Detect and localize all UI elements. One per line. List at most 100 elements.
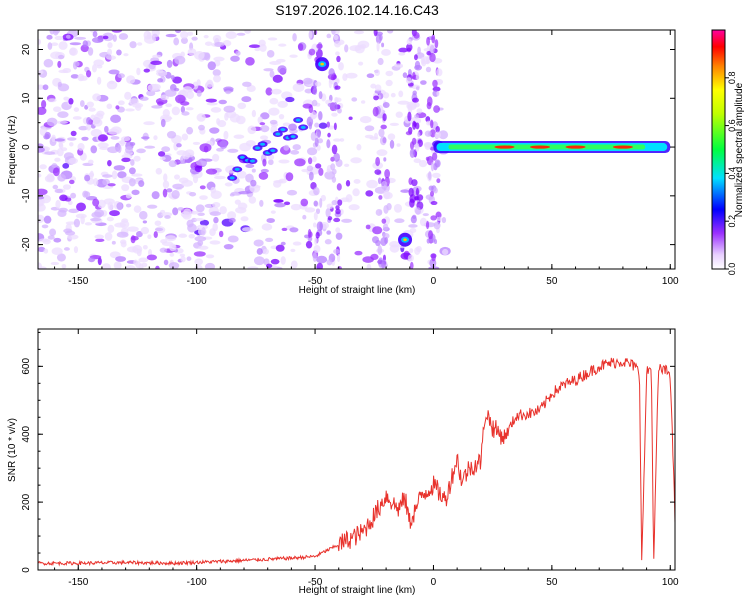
heatmap-cell xyxy=(136,42,143,46)
heatmap-cell xyxy=(416,86,420,91)
heatmap-cell xyxy=(205,168,218,175)
heatmap-cell xyxy=(424,130,432,137)
heatmap-cell xyxy=(320,62,324,66)
heatmap-cell xyxy=(260,142,266,146)
heatmap-x-tick-label: 0 xyxy=(431,276,437,287)
heatmap-cell xyxy=(292,32,297,42)
heatmap-cell xyxy=(313,30,318,35)
heatmap-cell xyxy=(250,179,257,187)
heatmap-cell xyxy=(335,208,341,215)
heatmap-cell xyxy=(235,50,241,56)
heatmap-cell xyxy=(68,98,74,105)
heatmap-cell xyxy=(417,131,421,138)
heatmap-cell xyxy=(308,105,314,114)
heatmap-cell xyxy=(318,122,328,129)
heatmap-cell xyxy=(385,79,393,87)
heatmap-cell xyxy=(326,139,331,149)
heatmap-cell xyxy=(292,83,305,92)
heatmap-cell xyxy=(210,186,217,194)
heatmap-cell xyxy=(396,143,401,147)
heatmap-cell xyxy=(357,40,370,49)
heatmap-cell xyxy=(162,180,170,189)
heatmap-cell xyxy=(411,214,417,220)
heatmap-cell xyxy=(313,244,321,253)
heatmap-cell xyxy=(162,109,170,118)
heatmap-cell xyxy=(121,184,130,192)
heatmap-cell xyxy=(261,223,273,231)
heatmap-cell xyxy=(207,61,216,71)
heatmap-cell xyxy=(315,231,320,239)
heatmap-cell xyxy=(110,114,122,123)
heatmap-cell xyxy=(383,204,389,214)
heatmap-cell xyxy=(170,75,175,80)
heatmap-cell xyxy=(43,58,54,68)
heatmap-cell xyxy=(163,173,168,182)
colorbar-label: Normalized spectral amplitude xyxy=(734,82,745,217)
heatmap-cell xyxy=(147,204,158,209)
heatmap-cell xyxy=(397,100,410,105)
heatmap-cell xyxy=(136,67,141,76)
heatmap-cell xyxy=(157,101,164,106)
heatmap-cell xyxy=(427,96,433,107)
heatmap-cell xyxy=(68,179,75,185)
heatmap-cell xyxy=(139,210,148,220)
heatmap-cell xyxy=(111,240,116,245)
heatmap-cell xyxy=(73,218,81,228)
heatmap-cell xyxy=(335,232,343,240)
heatmap-cell xyxy=(306,165,314,172)
heatmap-cell xyxy=(335,30,340,35)
heatmap-cell xyxy=(152,54,162,58)
heatmap-cell xyxy=(223,130,229,140)
heatmap-cell xyxy=(415,142,420,152)
heatmap-cell xyxy=(366,263,372,269)
heatmap-cell xyxy=(89,170,94,179)
heatmap-cell xyxy=(84,174,91,182)
heatmap-cell xyxy=(197,212,205,217)
heatmap-cell xyxy=(310,110,317,120)
heatmap-cell xyxy=(314,137,319,147)
heatmap-cell xyxy=(177,207,184,211)
heatmap-cell xyxy=(97,257,102,266)
heatmap-cell xyxy=(394,218,405,224)
heatmap-cell xyxy=(146,254,158,261)
heatmap-cell xyxy=(142,220,148,224)
heatmap-cell xyxy=(52,167,60,177)
heatmap-cell xyxy=(219,140,228,149)
heatmap-cell xyxy=(266,218,275,224)
snr-x-label: Height of straight line (km) xyxy=(299,585,416,596)
snr-x-ticks: -150 -100 -50 0 50 100 xyxy=(54,329,679,588)
heatmap-cell xyxy=(403,238,407,242)
heatmap-cell xyxy=(387,30,394,34)
heatmap-cell xyxy=(434,131,442,139)
heatmap-cell xyxy=(283,201,291,206)
heatmap-cell xyxy=(382,113,387,122)
heatmap-cell xyxy=(428,230,434,240)
heatmap-y-tick-label: 0 xyxy=(21,144,32,150)
heatmap-cell xyxy=(383,189,391,200)
heatmap-cell xyxy=(180,211,191,218)
heatmap-cell xyxy=(161,146,171,153)
heatmap-cell xyxy=(530,145,551,149)
heatmap-cell xyxy=(295,118,301,122)
heatmap-cell xyxy=(281,227,288,232)
heatmap-cell xyxy=(217,120,227,128)
heatmap-cell xyxy=(206,102,218,106)
heatmap-cell xyxy=(227,148,239,153)
heatmap-cell xyxy=(76,202,87,212)
heatmap-cell xyxy=(268,107,280,116)
heatmap-cell xyxy=(123,53,129,57)
heatmap-cell xyxy=(313,200,318,207)
heatmap-cell xyxy=(260,125,270,133)
heatmap-cell xyxy=(38,146,45,153)
heatmap-cell xyxy=(227,235,239,243)
heatmap-cell xyxy=(356,144,362,151)
heatmap-cell xyxy=(67,137,77,141)
heatmap-cell xyxy=(289,54,298,58)
heatmap-cell xyxy=(104,125,109,133)
heatmap-cell xyxy=(62,184,72,190)
heatmap-cell xyxy=(303,77,313,85)
heatmap-cell xyxy=(169,252,175,257)
heatmap-cell xyxy=(63,96,70,101)
heatmap-cell xyxy=(290,135,296,139)
